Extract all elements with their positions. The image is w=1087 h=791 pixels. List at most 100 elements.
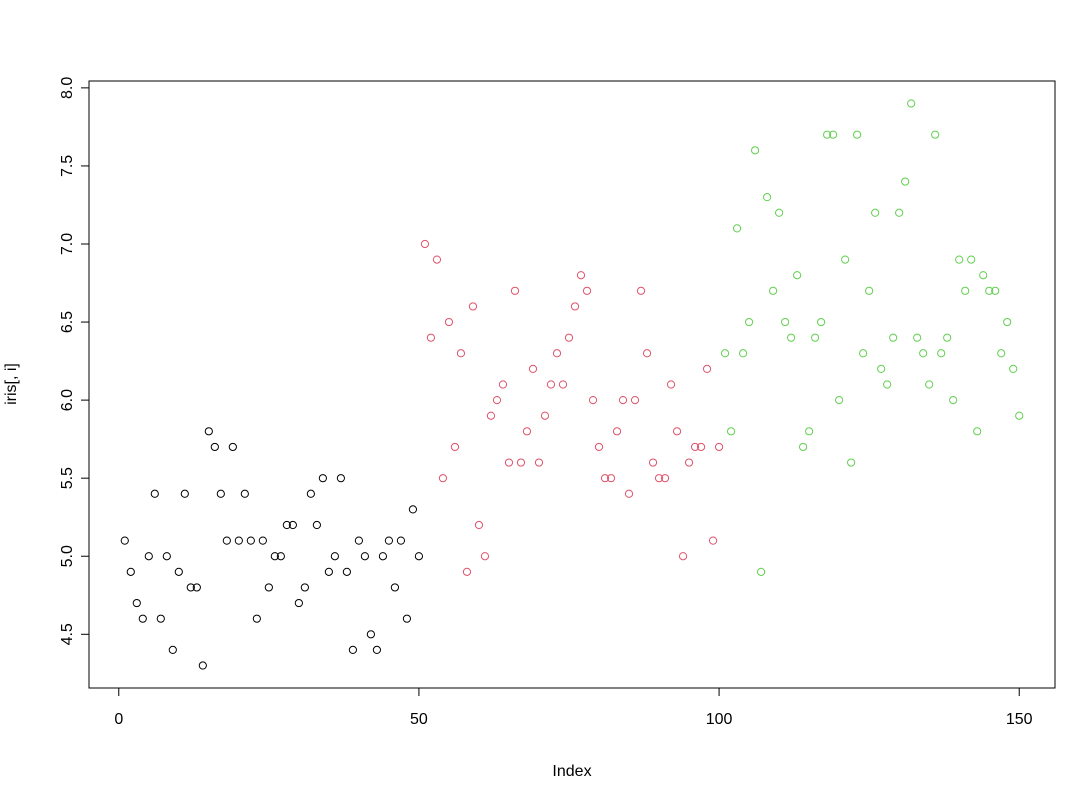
- point: [318, 474, 327, 483]
- point: [991, 286, 1000, 295]
- point: [973, 427, 982, 436]
- point: [702, 364, 712, 373]
- point: [612, 427, 622, 436]
- point: [168, 645, 177, 655]
- point: [234, 536, 243, 545]
- point: [835, 396, 844, 405]
- point: [216, 489, 225, 498]
- point: [961, 286, 970, 295]
- point: [576, 271, 586, 280]
- point: [132, 598, 141, 608]
- point: [396, 536, 406, 545]
- point: [714, 442, 724, 452]
- point: [144, 552, 153, 561]
- point: [750, 146, 760, 155]
- point: [877, 364, 886, 373]
- point: [979, 271, 988, 280]
- point: [258, 536, 267, 545]
- x-tick-label: 0: [114, 711, 123, 728]
- point: [913, 333, 922, 342]
- point: [336, 474, 345, 483]
- point: [775, 208, 784, 217]
- point: [654, 474, 664, 483]
- point: [426, 333, 436, 342]
- point: [690, 442, 700, 452]
- point: [859, 349, 868, 358]
- point: [901, 177, 910, 186]
- point: [354, 536, 363, 545]
- point: [600, 474, 610, 483]
- point: [432, 255, 442, 264]
- point: [198, 661, 207, 670]
- point: [955, 255, 964, 264]
- point: [120, 536, 129, 545]
- point: [270, 552, 279, 561]
- point: [366, 630, 376, 639]
- point: [672, 427, 682, 436]
- point: [985, 286, 994, 295]
- point: [174, 567, 183, 576]
- point: [540, 411, 550, 420]
- point: [606, 474, 616, 483]
- point: [444, 317, 454, 327]
- point: [342, 567, 351, 576]
- point: [486, 411, 496, 420]
- point: [997, 349, 1006, 358]
- point: [402, 614, 412, 623]
- point: [636, 286, 646, 295]
- point: [420, 239, 430, 249]
- point: [919, 349, 928, 358]
- point: [811, 333, 820, 342]
- x-tick-label: 50: [410, 711, 428, 728]
- point: [817, 317, 826, 327]
- point: [240, 489, 249, 498]
- point: [937, 349, 946, 358]
- point: [300, 583, 309, 592]
- point: [450, 442, 460, 452]
- point: [684, 458, 694, 467]
- point: [468, 302, 478, 311]
- point: [498, 380, 508, 389]
- point: [204, 427, 213, 436]
- point: [768, 286, 778, 295]
- point: [594, 442, 604, 452]
- point: [312, 520, 321, 530]
- point: [853, 130, 862, 139]
- y-tick-label: 5.5: [59, 467, 76, 489]
- point: [390, 583, 400, 592]
- point: [438, 474, 448, 483]
- point: [630, 396, 640, 405]
- point: [186, 583, 195, 592]
- point: [666, 380, 676, 389]
- point: [522, 427, 532, 436]
- point: [156, 614, 165, 623]
- point: [510, 286, 520, 295]
- point: [967, 255, 976, 264]
- point: [907, 99, 916, 108]
- point: [949, 396, 958, 405]
- point: [696, 442, 706, 452]
- point: [414, 552, 424, 561]
- point: [738, 349, 748, 358]
- point: [276, 552, 285, 561]
- point: [708, 536, 718, 545]
- point: [372, 645, 382, 655]
- point: [264, 583, 273, 592]
- point: [348, 645, 357, 655]
- y-axis-label: iris[, i]: [3, 363, 20, 405]
- point: [228, 442, 237, 452]
- point: [823, 130, 832, 139]
- point: [889, 333, 898, 342]
- point: [222, 536, 231, 545]
- x-axis-label: Index: [552, 763, 591, 780]
- x-tick-label: 150: [1006, 711, 1033, 728]
- point: [180, 489, 189, 498]
- point: [570, 302, 580, 311]
- point: [588, 396, 598, 405]
- point: [925, 380, 934, 389]
- point: [126, 567, 135, 576]
- point: [492, 396, 502, 405]
- point: [762, 193, 772, 202]
- y-tick-label: 8.0: [59, 77, 76, 99]
